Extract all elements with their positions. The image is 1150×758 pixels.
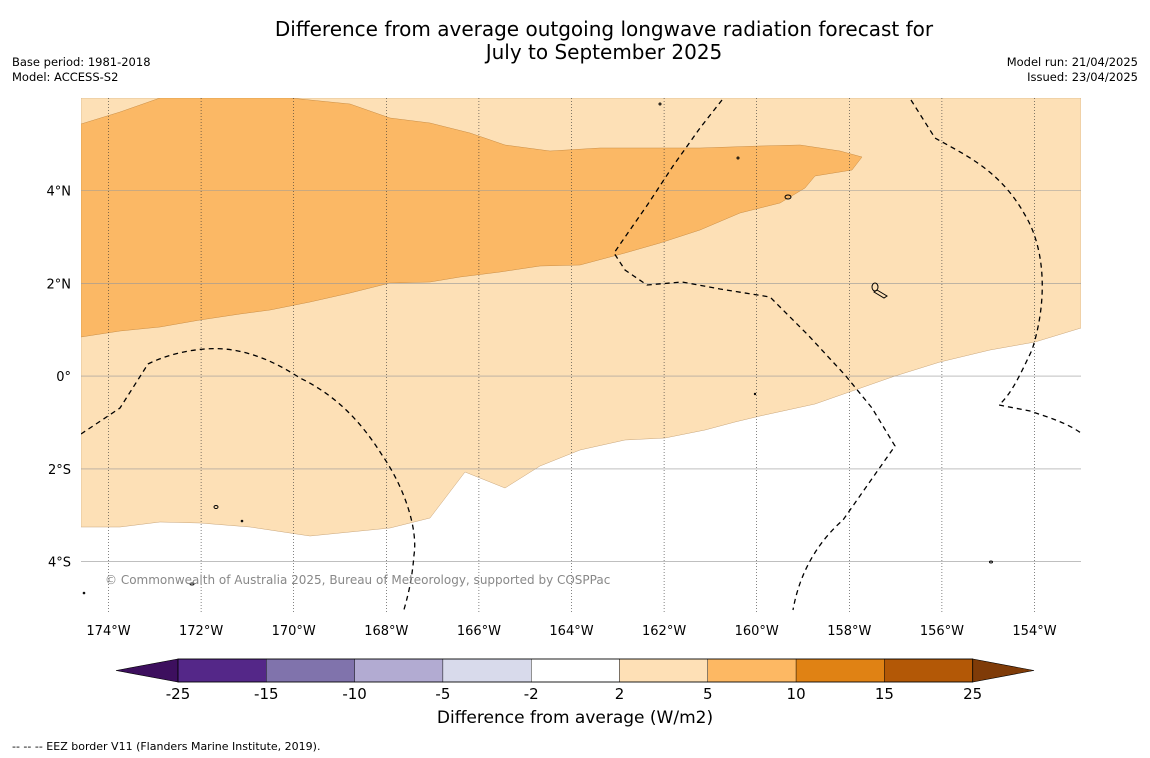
colorbar-bin — [354, 658, 444, 683]
latitude-label: 0° — [56, 370, 71, 385]
latitude-label: 4°N — [47, 185, 72, 200]
latitude-labels: 4°N 2°N 0° 2°S 4°S — [47, 185, 72, 571]
island — [240, 519, 244, 523]
colorbar-bin — [619, 658, 709, 683]
model-name: Model: ACCESS-S2 — [12, 70, 119, 84]
issued-date: Issued: 23/04/2025 — [1027, 70, 1138, 84]
longitude-label: 162°W — [642, 624, 686, 639]
longitude-label: 174°W — [86, 624, 130, 639]
eez-legend-note: -- -- -- EEZ border V11 (Flanders Marine… — [12, 740, 321, 753]
longitude-label: 170°W — [272, 624, 316, 639]
colorbar-extend-high — [972, 658, 1035, 683]
colorbar-tick-label: 10 — [787, 685, 806, 703]
eez-border-south-west — [81, 347, 416, 613]
longitude-label: 164°W — [549, 624, 593, 639]
colorbar-bin — [442, 658, 532, 683]
islands — [82, 102, 993, 595]
colorbar-bin — [795, 658, 885, 683]
map-title: Difference from average outgoing longwav… — [0, 18, 1150, 64]
island — [784, 194, 792, 200]
metadata-right: Model run: 21/04/2025 Issued: 23/04/2025 — [1007, 55, 1138, 85]
colorbar-label: Difference from average (W/m2) — [436, 708, 714, 728]
base-period: Base period: 1981-2018 — [12, 55, 151, 69]
colorbar-tick-label: -5 — [435, 685, 450, 703]
eez-borders — [81, 99, 1081, 613]
longitude-gridlines — [108, 98, 1035, 613]
eez-border-central — [613, 99, 896, 611]
longitude-label: 158°W — [827, 624, 871, 639]
colorbar-tick-label: 2 — [615, 685, 625, 703]
colorbar-tick-label: -2 — [524, 685, 539, 703]
longitude-label: 166°W — [457, 624, 501, 639]
island — [753, 392, 757, 396]
anomaly-region-medium — [81, 98, 863, 338]
model-run: Model run: 21/04/2025 — [1006, 55, 1138, 69]
longitude-label: 160°W — [735, 624, 779, 639]
colorbar-bin — [707, 658, 797, 683]
colorbar-tick-label: -25 — [166, 685, 191, 703]
longitude-label: 154°W — [1012, 624, 1056, 639]
longitude-label: 172°W — [179, 624, 223, 639]
colorbar-tick-label: -15 — [254, 685, 279, 703]
island — [189, 582, 195, 586]
island — [736, 156, 740, 160]
longitude-labels: 174°W 172°W 170°W 168°W 166°W 164°W 162°W 160°W… — [86, 624, 1056, 639]
island — [873, 289, 888, 299]
island — [658, 102, 662, 106]
longitude-label: 156°W — [920, 624, 964, 639]
longitude-label: 168°W — [364, 624, 408, 639]
island — [989, 560, 993, 564]
metadata-left: Base period: 1981-2018 Model: ACCESS-S2 — [12, 55, 151, 85]
colorbar-extend-low — [115, 658, 179, 683]
colorbar: -25 -15 -10 -5 -2 2 5 10 15 25 — [115, 658, 1035, 703]
colorbar-tick-label: 5 — [703, 685, 713, 703]
title-line-1: Difference from average outgoing longwav… — [274, 17, 934, 41]
colorbar-frame — [177, 658, 974, 683]
colorbar-bin — [531, 658, 620, 683]
colorbar-bin — [177, 658, 267, 683]
colorbar-tick-label: -10 — [342, 685, 367, 703]
colorbar-bin — [884, 658, 973, 683]
eez-border-east — [910, 99, 1081, 434]
colorbar-bin — [266, 658, 355, 683]
copyright-notice: © Commonwealth of Australia 2025, Bureau… — [105, 573, 610, 587]
colorbar-tick-label: 15 — [875, 685, 894, 703]
latitude-label: 2°S — [48, 463, 71, 478]
island — [82, 591, 86, 595]
latitude-label: 4°S — [48, 556, 71, 571]
title-line-2: July to September 2025 — [485, 40, 723, 64]
island — [213, 505, 219, 509]
latitude-label: 2°N — [47, 277, 72, 292]
latitude-gridlines — [81, 190, 1081, 563]
colorbar-tick-label: 25 — [963, 685, 982, 703]
